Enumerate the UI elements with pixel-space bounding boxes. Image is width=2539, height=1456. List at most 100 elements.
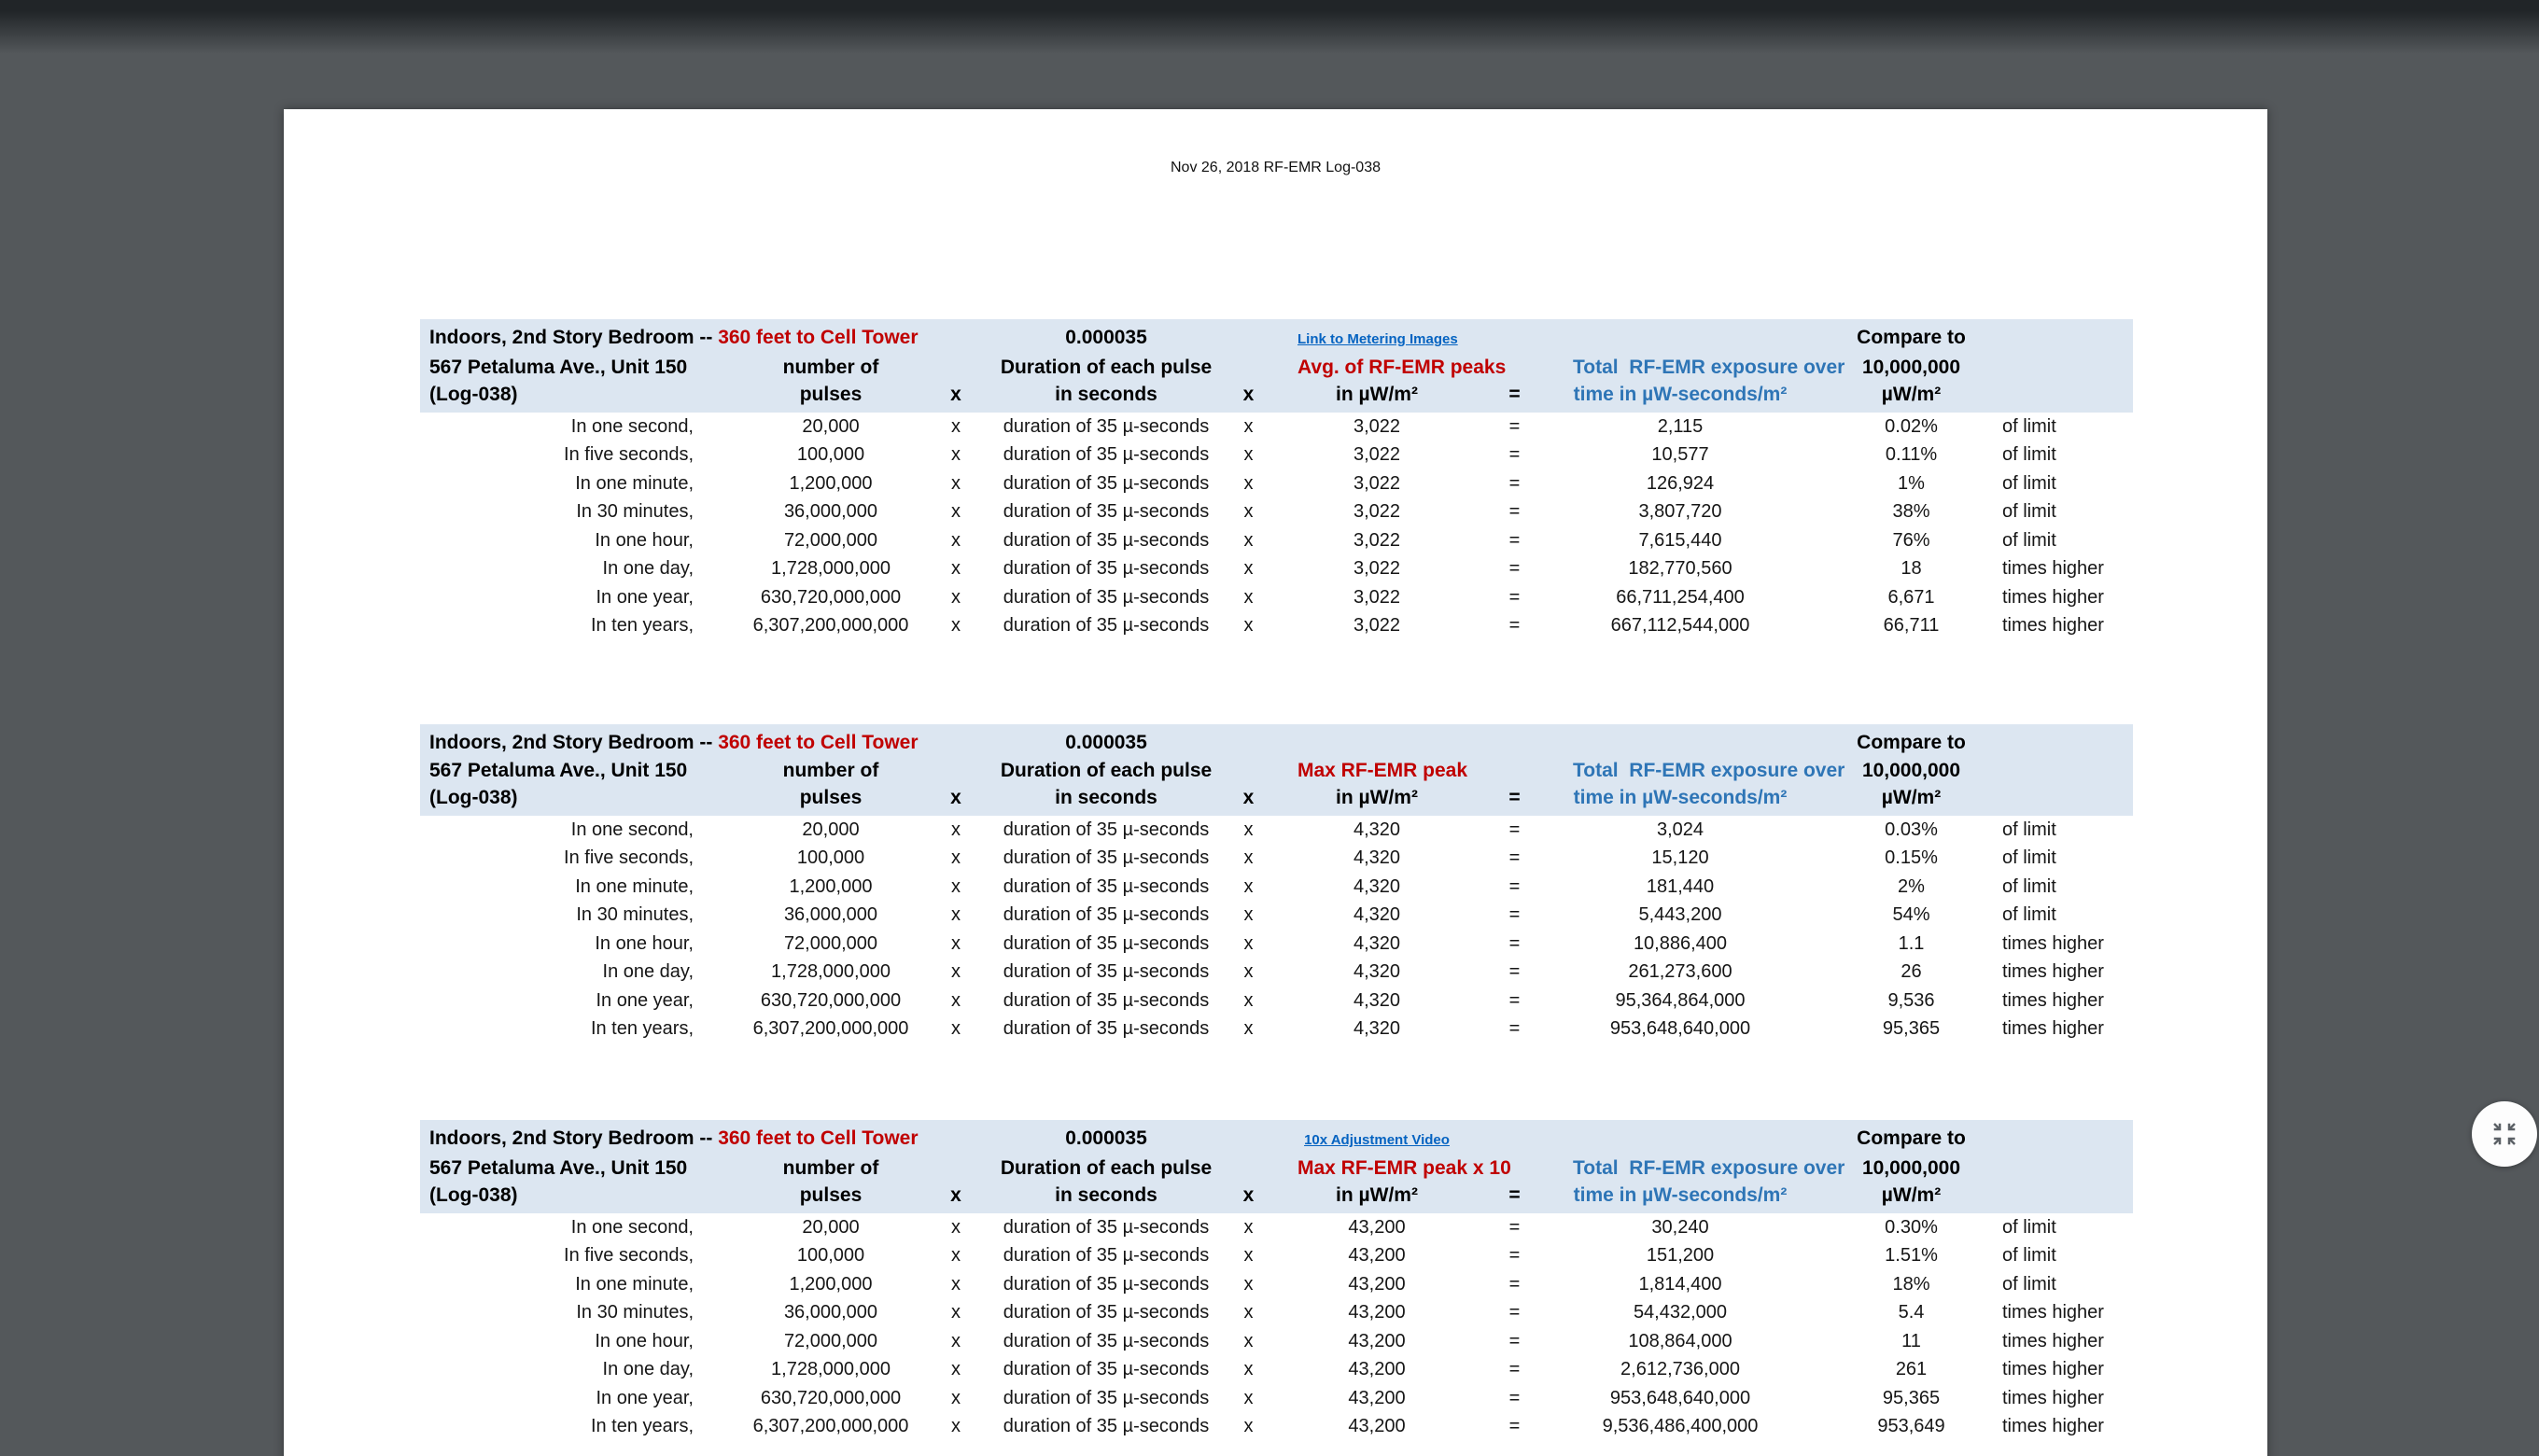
equals-sign: = <box>1508 1273 1521 1295</box>
table-row: In one second, 20,000 x duration of 35 µ-se… <box>420 816 2133 845</box>
multiply-sign: x <box>1243 1302 1254 1323</box>
row-label: In one hour, <box>595 932 694 954</box>
row-label: In 30 minutes, <box>576 1302 694 1323</box>
pulse-duration-value: 0.000035 <box>1065 327 1147 348</box>
row-label: In five seconds, <box>564 1245 694 1266</box>
compare-value: 0.30% <box>1885 1216 1938 1238</box>
compare-unit: µW/m² <box>1881 384 1942 405</box>
compare-suffix: of limit <box>2002 1216 2056 1238</box>
multiply-sign: x <box>1243 989 1254 1011</box>
equals-sign: = <box>1508 472 1521 494</box>
equals-sign: = <box>1508 932 1521 954</box>
total-value: 15,120 <box>1651 847 1709 868</box>
row-label: In one minute, <box>575 875 694 897</box>
row-label: In one second, <box>570 415 694 437</box>
compare-value: 26 <box>1901 961 1922 982</box>
peak-value: 4,320 <box>1353 847 1401 868</box>
duration-text: duration of 35 µ-seconds <box>1003 1416 1210 1436</box>
equals-sign: = <box>1508 1184 1521 1206</box>
compare-value: 76% <box>1892 529 1930 551</box>
multiply-sign: x <box>1243 875 1254 897</box>
peak-value: 4,320 <box>1353 819 1401 840</box>
peak-unit: in µW/m² <box>1336 1184 1418 1206</box>
table-row: In one year, 630,720,000,000 x duration of … <box>420 1384 2133 1413</box>
total-value: 2,115 <box>1657 415 1704 437</box>
multiply-sign: x <box>950 787 961 808</box>
table-row: In one year, 630,720,000,000 x duration of … <box>420 583 2133 612</box>
row-label: In one second, <box>570 1216 694 1238</box>
compare-heading: Compare to <box>1857 327 1966 348</box>
compare-value: 95,365 <box>1882 1387 1941 1408</box>
exposure-table-avg: Indoors, 2nd Story Bedroom -- 360 feet t… <box>420 319 2133 640</box>
peak-unit: in µW/m² <box>1336 384 1418 405</box>
row-label: In one minute, <box>575 472 694 494</box>
fit-to-screen-button[interactable] <box>2472 1101 2537 1167</box>
compare-suffix: times higher <box>2002 615 2104 636</box>
peak-value: 43,200 <box>1348 1216 1406 1238</box>
duration-col-heading: Duration of each pulse <box>1000 356 1213 378</box>
location-title: Indoors, 2nd Story Bedroom -- 360 feet t… <box>420 324 989 354</box>
equals-sign: = <box>1508 1416 1521 1436</box>
link-10x-adjustment-video[interactable]: 10x Adjustment Video <box>1304 1132 1450 1148</box>
table-row: In one second, 20,000 x duration of 35 µ-se… <box>420 1213 2133 1242</box>
equals-sign: = <box>1508 558 1521 579</box>
document-header-text: Nov 26, 2018 RF-EMR Log-038 <box>1171 160 1381 175</box>
peak-value: 3,022 <box>1353 558 1401 579</box>
table-header: Indoors, 2nd Story Bedroom -- 360 feet t… <box>420 1120 2133 1213</box>
peak-value: 4,320 <box>1353 1018 1401 1039</box>
log-number: (Log-038) <box>429 384 518 405</box>
compare-suffix: times higher <box>2002 558 2104 579</box>
multiply-sign: x <box>951 1359 961 1379</box>
pulses-value: 6,307,200,000,000 <box>752 1416 909 1436</box>
compare-suffix: times higher <box>2002 1302 2104 1323</box>
row-label: In one year, <box>596 1387 694 1408</box>
table-row: In ten years, 6,307,200,000,000 x duration … <box>420 611 2133 640</box>
location-black: Indoors, 2nd Story Bedroom -- <box>429 327 719 348</box>
multiply-sign: x <box>950 384 961 405</box>
location-black: Indoors, 2nd Story Bedroom -- <box>429 1127 719 1149</box>
link-to-metering-images[interactable]: Link to Metering Images <box>1298 331 1458 347</box>
row-label: In one day, <box>602 558 694 579</box>
pulses-col-heading: number of <box>782 1156 879 1179</box>
address-line: 567 Petaluma Ave., Unit 150 <box>429 759 688 781</box>
multiply-sign: x <box>951 472 961 494</box>
pulses-value: 100,000 <box>796 847 865 868</box>
multiply-sign: x <box>1243 1387 1254 1408</box>
pulses-value: 72,000,000 <box>783 529 878 551</box>
table-row: In one hour, 72,000,000 x duration of 35 µ-… <box>420 930 2133 959</box>
equals-sign: = <box>1508 615 1521 636</box>
multiply-sign: x <box>951 847 961 868</box>
row-label: In one minute, <box>575 1273 694 1295</box>
equals-sign: = <box>1508 1387 1521 1408</box>
peak-col-heading: Avg. of RF-EMR peaks <box>1298 356 1507 378</box>
peak-value: 4,320 <box>1353 932 1401 954</box>
total-value: 95,364,864,000 <box>1615 989 1746 1011</box>
document-page: Nov 26, 2018 RF-EMR Log-038 Indoors, 2nd… <box>284 109 2267 1456</box>
duration-text: duration of 35 µ-seconds <box>1003 961 1210 982</box>
row-label: In one hour, <box>595 1330 694 1351</box>
compare-value: 0.02% <box>1885 415 1938 437</box>
multiply-sign: x <box>951 989 961 1011</box>
peak-value: 4,320 <box>1353 904 1401 925</box>
multiply-sign: x <box>1243 1416 1254 1436</box>
top-toolbar-shadow <box>0 0 2539 54</box>
table-row: In ten years, 6,307,200,000,000 x duration … <box>420 1015 2133 1043</box>
pulses-value: 72,000,000 <box>783 932 878 954</box>
duration-col-subheading: in seconds <box>1055 384 1157 405</box>
multiply-sign: x <box>1243 1216 1254 1238</box>
equals-sign: = <box>1508 529 1521 551</box>
multiply-sign: x <box>951 415 961 437</box>
peak-unit: in µW/m² <box>1336 787 1418 808</box>
distance-to-tower: 360 feet to Cell Tower <box>718 1127 919 1149</box>
row-label: In one hour, <box>595 529 694 551</box>
table-rows: In one second, 20,000 x duration of 35 µ-se… <box>420 413 2133 640</box>
peak-value: 3,022 <box>1353 615 1401 636</box>
pulse-duration-value: 0.000035 <box>1065 732 1147 753</box>
row-label: In ten years, <box>590 1416 694 1436</box>
pulses-value: 1,200,000 <box>789 472 873 494</box>
pulses-value: 630,720,000,000 <box>760 1387 902 1408</box>
table-row: In one minute, 1,200,000 x duration of 35 µ… <box>420 469 2133 498</box>
location-title: Indoors, 2nd Story Bedroom -- 360 feet t… <box>420 1125 989 1155</box>
total-col-subheading: time in µW-seconds/m² <box>1573 1184 1788 1206</box>
table-rows: In one second, 20,000 x duration of 35 µ-se… <box>420 1213 2133 1441</box>
